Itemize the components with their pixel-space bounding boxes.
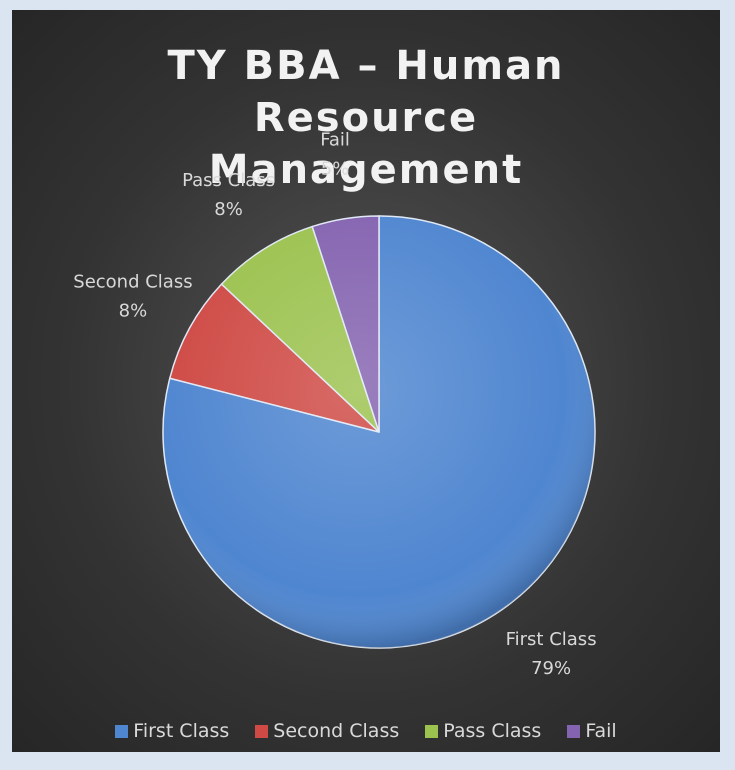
chart: TY BBA – Human Resource Management First…	[12, 10, 720, 752]
legend-marker	[115, 724, 129, 738]
chart-title: TY BBA – Human Resource Management	[167, 43, 565, 193]
legend-label: First Class	[133, 720, 230, 742]
slice-value-label: 79%	[531, 658, 571, 679]
legend-item: Fail	[567, 720, 617, 742]
slice-category-label: First Class	[506, 629, 597, 650]
legend-label: Pass Class	[443, 720, 542, 742]
slice-value-label: 5%	[321, 159, 350, 180]
legend-item: First Class	[115, 720, 229, 742]
slice-value-label: 8%	[214, 199, 243, 220]
legend: First Class Second Class Pass Class Fail	[12, 720, 720, 742]
slice-category-label: Pass Class	[182, 170, 275, 191]
legend-marker	[425, 724, 439, 738]
legend-item: Pass Class	[425, 720, 541, 742]
legend-label: Fail	[585, 720, 617, 742]
slice-category-label: Fail	[320, 130, 350, 151]
legend-item: Second Class	[255, 720, 399, 742]
legend-marker	[255, 724, 269, 738]
slice-category-label: Second Class	[73, 272, 192, 293]
legend-marker	[567, 724, 581, 738]
pie-area: First Class 79% Second Class 8% Pass Class 8%…	[73, 130, 597, 679]
legend-label: Second Class	[273, 720, 400, 742]
slice-value-label: 8%	[119, 301, 148, 322]
